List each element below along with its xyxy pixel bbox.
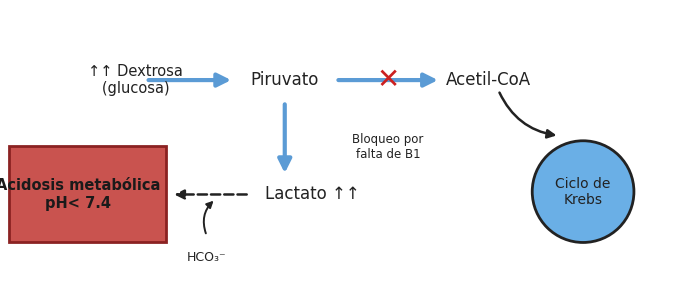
Ellipse shape <box>532 141 634 243</box>
Text: HCO₃⁻: HCO₃⁻ <box>187 251 226 264</box>
Text: ↑↑ Dextrosa
   (glucosa): ↑↑ Dextrosa (glucosa) <box>88 64 183 96</box>
Text: Acidosis metabólica
pH< 7.4: Acidosis metabólica pH< 7.4 <box>0 178 160 211</box>
Text: ✕: ✕ <box>376 66 399 94</box>
Text: Lactato ↑↑: Lactato ↑↑ <box>264 186 359 203</box>
Text: Bloqueo por
falta de B1: Bloqueo por falta de B1 <box>352 133 424 161</box>
Text: Acetil-CoA: Acetil-CoA <box>445 71 531 89</box>
FancyBboxPatch shape <box>9 146 166 242</box>
Text: Ciclo de
Krebs: Ciclo de Krebs <box>555 176 611 207</box>
Text: Piruvato: Piruvato <box>251 71 319 89</box>
